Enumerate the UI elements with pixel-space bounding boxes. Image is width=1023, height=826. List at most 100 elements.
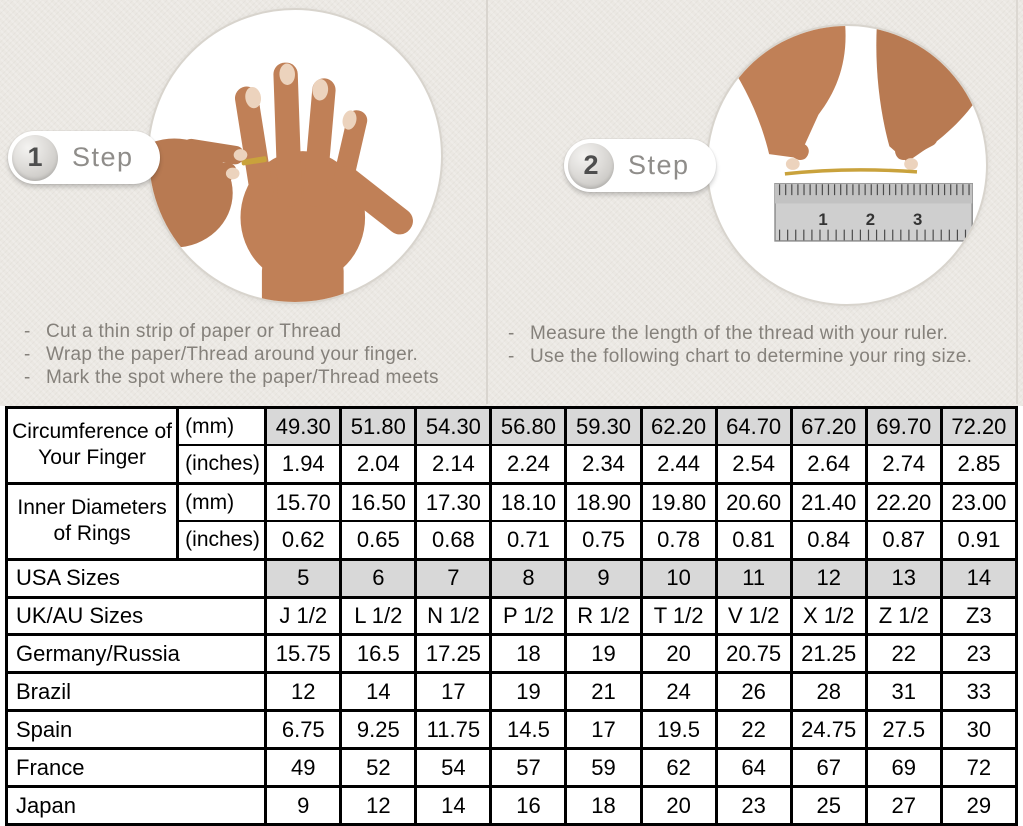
step-2-photo-circle: 1 2 3: [706, 24, 988, 306]
size-value-cell: 29: [939, 785, 1019, 826]
size-value-cell: 11: [714, 557, 793, 599]
size-value-cell: 14: [939, 557, 1019, 599]
size-value-cell: 62.20: [639, 406, 718, 447]
size-value-cell: 64.70: [714, 406, 793, 447]
gold-thread-icon: [784, 168, 918, 176]
step-1-label: Step: [72, 142, 134, 172]
size-value-cell: 69.70: [864, 406, 943, 447]
unit-label: (mm): [176, 406, 268, 447]
size-value-cell: 59.30: [564, 406, 643, 447]
size-value-cell: 72.20: [939, 406, 1019, 447]
size-value-cell: 0.84: [789, 520, 868, 561]
size-value-cell: 28: [789, 671, 868, 712]
size-value-cell: 10: [639, 557, 718, 599]
table-row: Japan 9 12 14 16 18 20 23 25 27 29: [4, 785, 1019, 826]
size-value-cell: 54: [414, 747, 493, 788]
size-value-cell: 2.24: [489, 444, 568, 485]
svg-text:1: 1: [818, 210, 827, 229]
step-2-label: Step: [628, 150, 690, 180]
size-value-cell: 1.94: [264, 444, 343, 485]
size-value-cell: 2.74: [864, 444, 943, 485]
size-value-cell: 7: [414, 557, 493, 599]
size-value-cell: X 1/2: [789, 595, 868, 636]
row-label: Spain: [4, 709, 268, 750]
table-row: Brazil 12 14 17 19 21 24 26 28 31 33: [4, 671, 1019, 712]
unit-label: (mm): [176, 481, 268, 523]
size-value-cell: 22.20: [864, 481, 943, 523]
size-value-cell: 2.04: [339, 444, 418, 485]
size-value-cell: 25: [789, 785, 868, 826]
svg-text:2: 2: [866, 210, 875, 229]
size-value-cell: 18.90: [564, 481, 643, 523]
size-value-cell: 9.25: [339, 709, 418, 750]
size-value-cell: 0.75: [564, 520, 643, 561]
step-1-number: 1: [12, 134, 58, 181]
table-row: (inches) 0.62 0.65 0.68 0.71 0.75 0.78 0.81 0.84…: [7, 520, 1019, 561]
size-value-cell: 57: [489, 747, 568, 788]
size-value-cell: 2.14: [414, 444, 493, 485]
size-value-cell: 16.5: [339, 633, 418, 674]
row-label: France: [4, 747, 268, 788]
size-value-cell: 20: [639, 633, 718, 674]
size-value-cell: 2.44: [639, 444, 718, 485]
size-value-cell: 69: [864, 747, 943, 788]
size-value-cell: 6: [339, 557, 418, 599]
size-value-cell: 22: [864, 633, 943, 674]
size-value-cell: 31: [864, 671, 943, 712]
size-value-cell: 62: [639, 747, 718, 788]
size-value-cell: 20: [639, 785, 718, 826]
size-value-cell: 12: [789, 557, 868, 599]
size-value-cell: 21.40: [789, 481, 868, 523]
size-value-cell: 2.34: [564, 444, 643, 485]
size-value-cell: 51.80: [339, 406, 418, 447]
ring-size-table: Circumference of Your Finger (mm) 49.30 51.…: [4, 406, 1019, 826]
ruler-icon: 1 2 3: [774, 182, 973, 242]
bullet-dash: -: [24, 321, 31, 342]
size-value-cell: 0.81: [714, 520, 793, 561]
size-value-cell: 19: [564, 633, 643, 674]
size-value-cell: 17: [564, 709, 643, 750]
step-2-instructions: - Measure the length of the thread with …: [506, 322, 1016, 368]
size-value-cell: 59: [564, 747, 643, 788]
hand-with-ring-illustration: [149, 62, 413, 302]
table-row: Germany/Russia 15.75 16.5 17.25 18 19 20 20.75 2…: [4, 633, 1019, 674]
size-value-cell: 0.78: [639, 520, 718, 561]
step-1-photo-circle: [147, 8, 443, 304]
size-value-cell: V 1/2: [714, 595, 793, 636]
size-value-cell: 15.75: [264, 633, 343, 674]
size-value-cell: 67: [789, 747, 868, 788]
right-edge-line: [1016, 0, 1018, 404]
size-value-cell: 67.20: [789, 406, 868, 447]
size-value-cell: 30: [939, 709, 1019, 750]
size-value-cell: 19.80: [639, 481, 718, 523]
size-value-cell: 27: [864, 785, 943, 826]
row-label: Inner Diameters of Rings: [4, 481, 180, 561]
table-row: Circumference of Your Finger (mm) 49.30 51.…: [4, 406, 1019, 485]
size-value-cell: 15.70: [264, 481, 343, 523]
size-value-cell: L 1/2: [339, 595, 418, 636]
size-value-cell: 5: [264, 557, 343, 599]
table-row: UK/AU Sizes J 1/2 L 1/2 N 1/2 P 1/2 R 1/2 T 1/…: [4, 595, 1019, 636]
size-value-cell: 12: [339, 785, 418, 826]
bullet-dash: -: [508, 323, 515, 344]
size-value-cell: 9: [264, 785, 343, 826]
table-row: Inner Diameters of Rings (mm) 15.70 16.50 17…: [4, 481, 1019, 561]
size-value-cell: 18.10: [489, 481, 568, 523]
size-value-cell: 12: [264, 671, 343, 712]
size-value-cell: 16: [489, 785, 568, 826]
table-row: Spain 6.75 9.25 11.75 14.5 17 19.5 22 24.75 27.5 3…: [4, 709, 1019, 750]
step-1-instruction: - Wrap the paper/Thread around your fing…: [24, 344, 419, 365]
size-value-cell: 17.25: [414, 633, 493, 674]
size-value-cell: J 1/2: [264, 595, 343, 636]
size-value-cell: 49.30: [264, 406, 343, 447]
size-value-cell: 6.75: [264, 709, 343, 750]
step-1-badge: 1 Step: [8, 131, 160, 184]
size-value-cell: 23: [714, 785, 793, 826]
step-2-badge: 2 Step: [564, 139, 716, 192]
size-value-cell: 18: [564, 785, 643, 826]
instructions-header-section: 1 Step: [0, 0, 1023, 406]
row-label: Germany/Russia: [4, 633, 268, 674]
size-value-cell: 8: [489, 557, 568, 599]
size-value-cell: Z 1/2: [864, 595, 943, 636]
